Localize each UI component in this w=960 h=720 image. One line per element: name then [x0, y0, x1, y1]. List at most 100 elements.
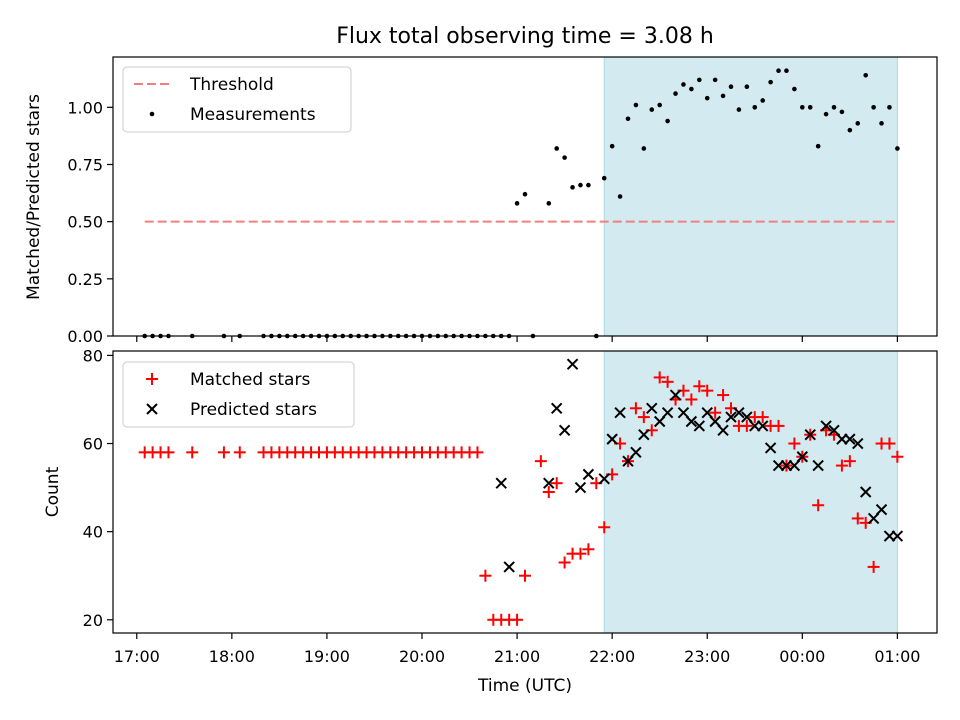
measurement-point	[768, 79, 773, 85]
measurements-points	[142, 68, 900, 339]
measurement-point	[562, 155, 567, 160]
matched-star-point	[693, 380, 706, 393]
bottom-highlight-span	[603, 350, 898, 634]
x-tick-label: 01:00	[874, 647, 920, 666]
predicted-star-point	[725, 411, 737, 423]
predicted-star-point	[622, 455, 634, 467]
predicted-star-point	[812, 459, 824, 472]
matched-star-point	[867, 560, 880, 573]
predicted-star-point	[796, 451, 809, 463]
predicted-star-point	[550, 402, 563, 414]
measurement-point	[697, 77, 702, 83]
matched-star-point	[883, 437, 896, 450]
measurement-point	[744, 84, 750, 90]
matched-star-point	[661, 375, 674, 388]
predicted-star-point	[733, 406, 745, 419]
matched-star-point	[772, 419, 785, 432]
predicted-star-point	[669, 389, 682, 401]
predicted-star-point	[875, 503, 888, 516]
predicted-star-point	[558, 424, 571, 437]
measurement-point	[554, 146, 559, 151]
predicted-star-point	[891, 530, 904, 542]
predicted-star-point	[717, 424, 729, 437]
matched-star-point	[479, 569, 492, 582]
measurement-point	[752, 105, 758, 110]
measurement-point	[800, 105, 805, 110]
measurement-point	[720, 93, 726, 99]
matched-star-point	[851, 512, 864, 525]
y-tick-label: 80	[83, 346, 103, 365]
measurement-point	[704, 95, 710, 101]
predicted-star-point	[693, 420, 706, 432]
matched-star-point	[471, 446, 484, 459]
x-tick-label: 19:00	[304, 647, 350, 666]
measurement-point	[625, 116, 631, 122]
matched-star-point	[511, 613, 524, 626]
measurement-point	[847, 127, 853, 133]
predicted-star-point	[630, 446, 642, 459]
top-y-ticks: 0.00 0.25 0.50 0.75 1.00	[67, 98, 113, 346]
matched-star-point	[542, 486, 555, 498]
matched-star-point	[534, 455, 547, 468]
predicted-star-point	[764, 442, 777, 454]
measurement-point	[633, 102, 639, 108]
x-tick-label: 21:00	[494, 647, 540, 666]
matched-star-point	[186, 446, 199, 459]
measurement-point	[514, 201, 520, 206]
matched-star-point	[843, 455, 856, 468]
legend-matched-label: Matched stars	[190, 370, 310, 390]
matched-star-point	[701, 384, 714, 397]
measurement-point	[776, 68, 781, 74]
predicted-star-point	[741, 411, 753, 423]
measurement-point	[863, 72, 868, 78]
predicted-star-point	[661, 406, 674, 419]
predicted-stars-points	[495, 358, 904, 573]
legend-matched-swatch	[146, 373, 158, 385]
bottom-x-ticks: 17:00 18:00 19:00 20:00 21:00 22:00 23:00 00:00…	[114, 633, 920, 666]
measurement-point	[807, 105, 813, 110]
y-tick-label: 1.00	[67, 98, 103, 117]
measurement-point	[736, 107, 742, 112]
predicted-star-point	[503, 561, 515, 573]
measurement-point	[570, 185, 575, 190]
matched-star-point	[233, 446, 246, 459]
measurement-point	[673, 91, 678, 96]
predicted-star-point	[859, 486, 872, 498]
matched-stars-points	[138, 371, 904, 626]
measurement-point	[522, 191, 528, 197]
matched-star-point	[685, 393, 698, 406]
measurement-point	[601, 175, 607, 181]
measurement-point	[895, 146, 900, 151]
matched-star-point	[709, 406, 722, 419]
measurement-point	[712, 77, 718, 83]
y-tick-label: 0.50	[67, 213, 103, 232]
legend-predicted-swatch	[146, 403, 158, 415]
measurement-point	[546, 201, 552, 206]
top-x-ticks	[136, 336, 898, 342]
predicted-star-point	[820, 420, 832, 432]
x-tick-label: 00:00	[779, 647, 825, 666]
matched-star-point	[519, 569, 531, 582]
y-tick-label: 20	[83, 611, 103, 630]
y-tick-label: 60	[83, 435, 103, 454]
bottom-y-axis-label: Count	[43, 466, 63, 517]
y-tick-label: 40	[83, 523, 103, 542]
x-tick-label: 22:00	[589, 647, 635, 666]
matched-star-point	[891, 450, 904, 463]
measurement-point	[760, 98, 765, 103]
chart-title: Flux total observing time = 3.08 h	[336, 24, 714, 49]
legend-measurements-label: Measurements	[190, 105, 316, 125]
matched-star-point	[217, 446, 230, 459]
matched-star-point	[740, 419, 753, 432]
matched-star-point	[653, 371, 666, 384]
predicted-star-point	[646, 402, 658, 414]
top-highlight-span	[603, 56, 898, 337]
y-tick-label: 0.75	[67, 155, 103, 174]
predicted-star-point	[582, 468, 595, 481]
matched-star-point	[582, 543, 595, 556]
bottom-legend: Matched stars Predicted stars	[122, 361, 355, 428]
measurement-point	[855, 121, 861, 126]
legend-predicted-label: Predicted stars	[190, 400, 317, 420]
measurement-point	[879, 121, 884, 126]
predicted-star-point	[598, 473, 610, 485]
